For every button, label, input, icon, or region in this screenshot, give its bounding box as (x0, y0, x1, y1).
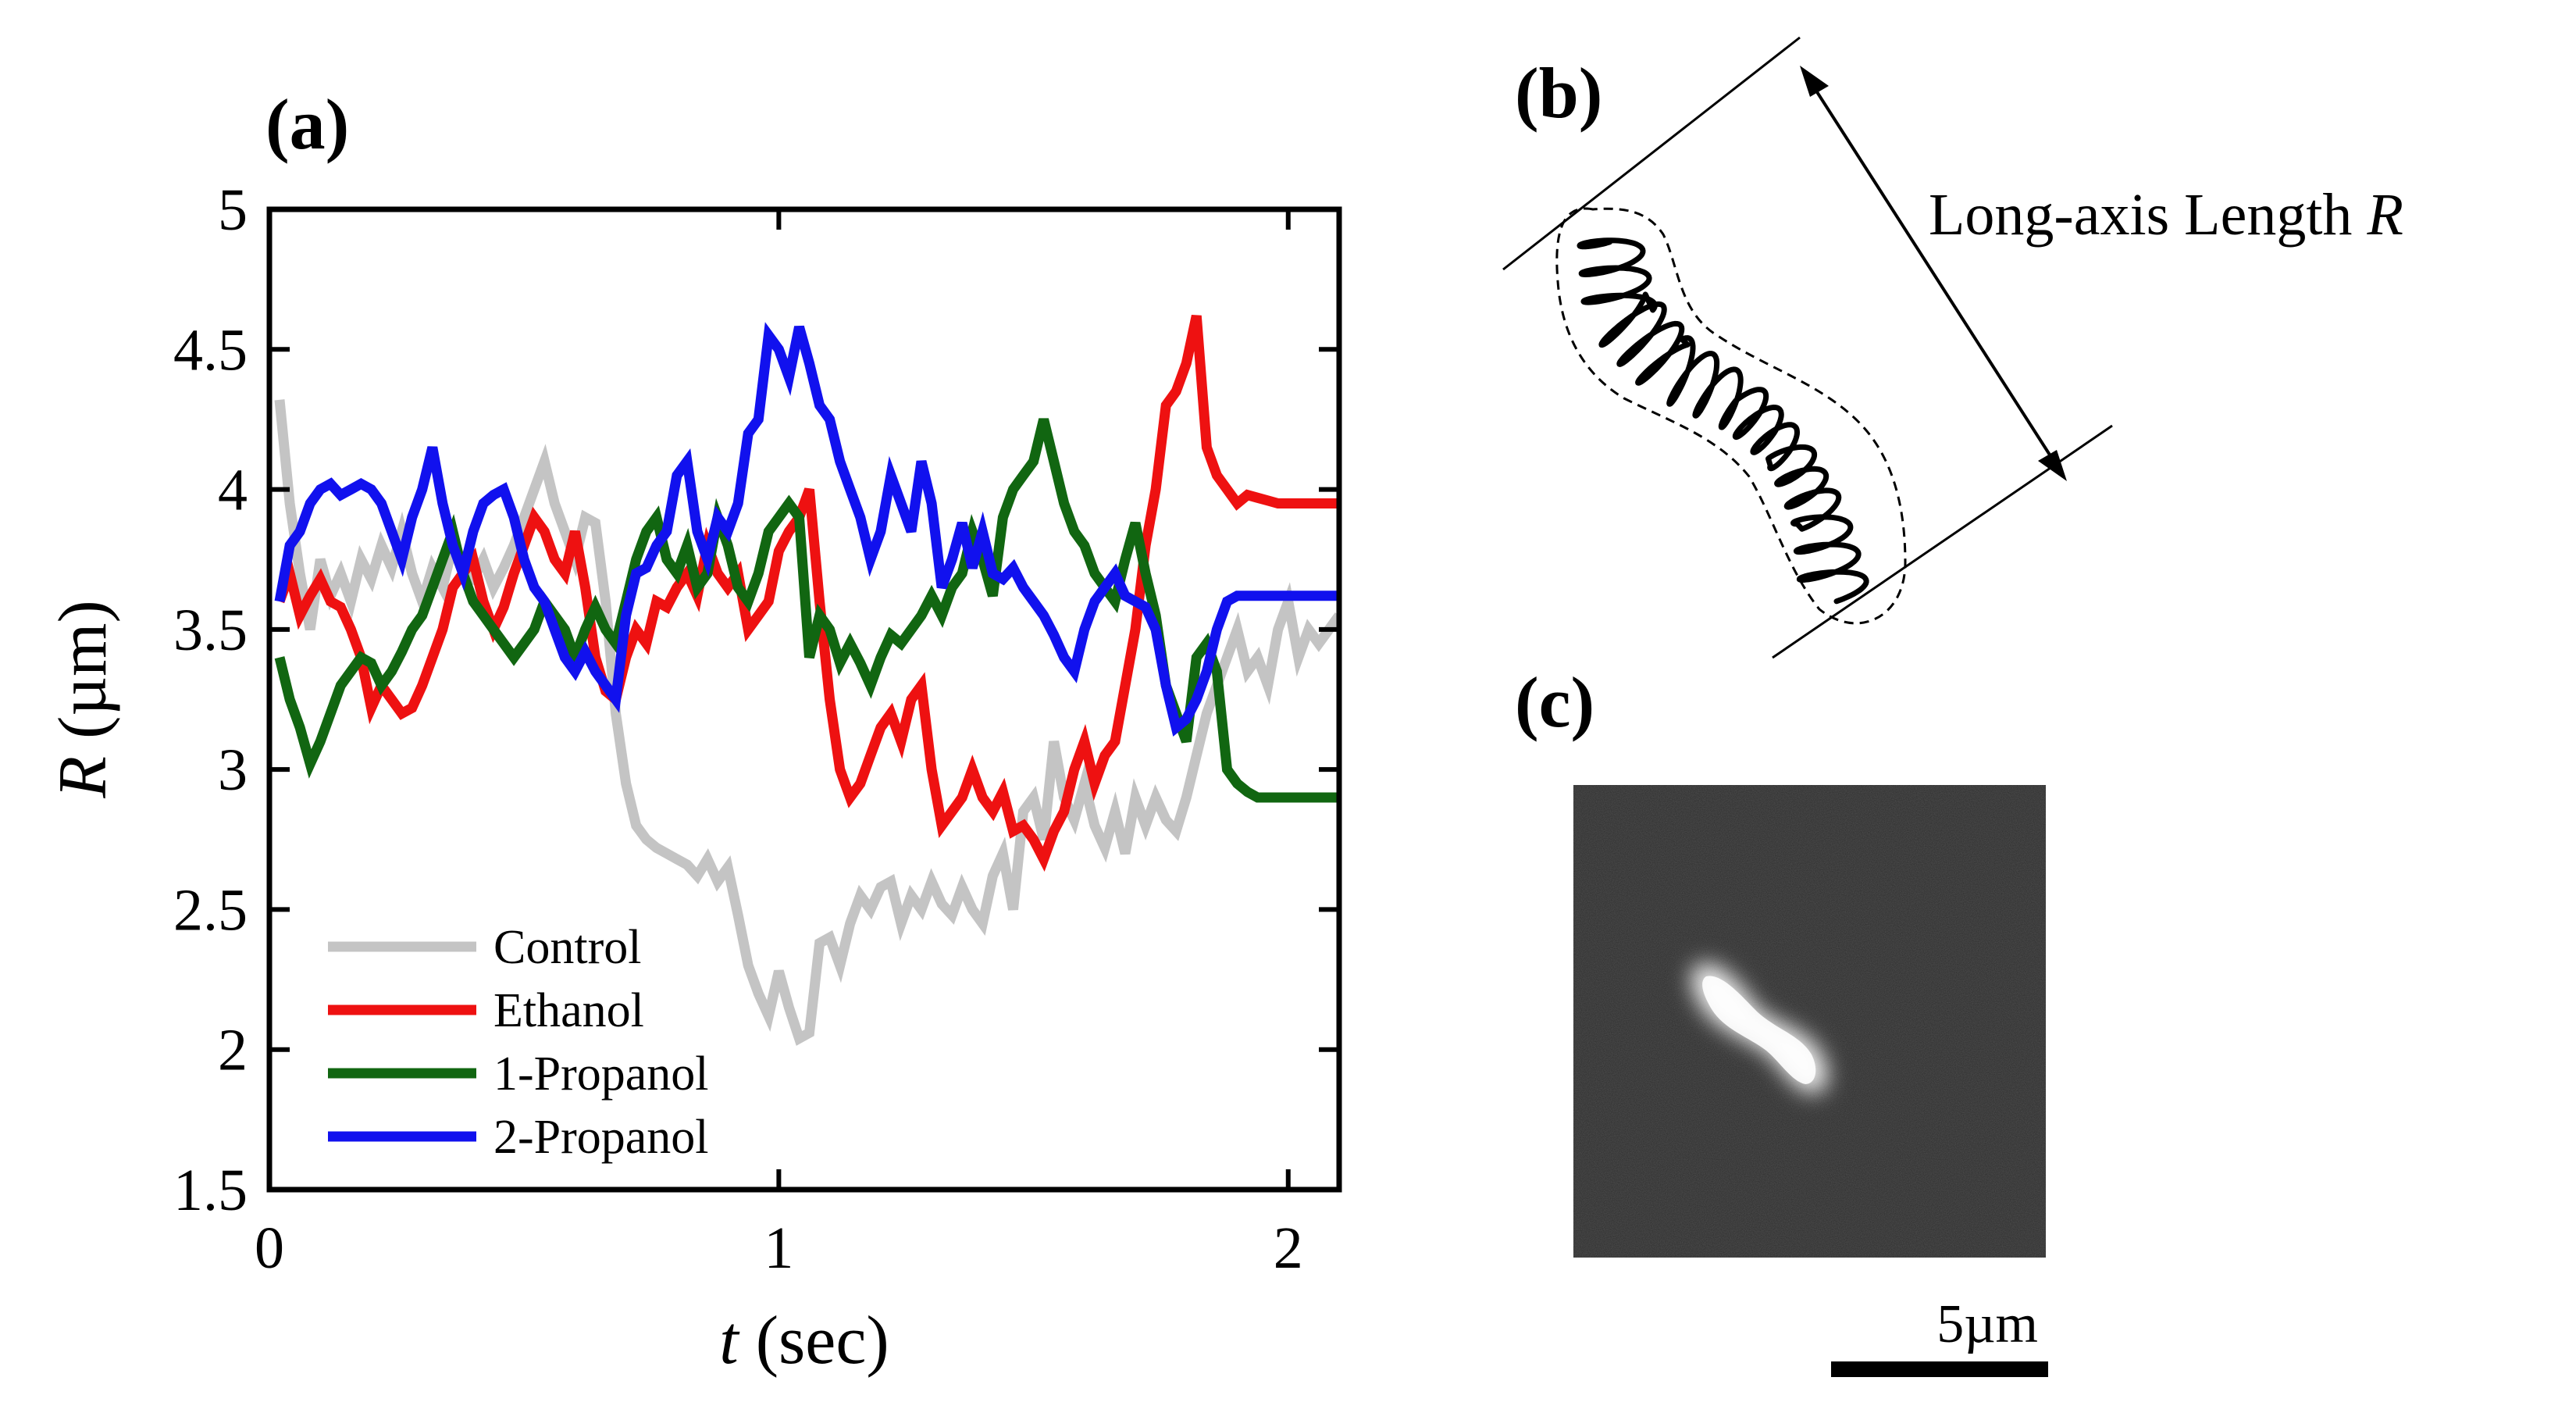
tangent-line-top (1502, 36, 1801, 271)
long-axis-label-var: R (2366, 182, 2403, 248)
long-axis-label-text: Long-axis Length (1929, 182, 2367, 248)
ticks-layer (267, 207, 1339, 1192)
long-axis-label: Long-axis Length R (1929, 182, 2403, 248)
y-tick-label-3: 3 (218, 737, 248, 803)
scale-bar (1831, 1361, 2048, 1377)
y-tick-label-4: 3.5 (173, 598, 248, 663)
chart-panel-a: 1.5 2 2.5 3 3.5 4 4.5 5 0 1 2 t (sec) R (µm) Contr… (45, 177, 1342, 1379)
plot-frame (266, 206, 1342, 1193)
y-tick-label-1: 2 (218, 1018, 248, 1083)
x-axis-title-var: t (719, 1303, 740, 1379)
y-axis-title-var: R (45, 756, 121, 799)
fluorescent-molecule-core (1702, 976, 1816, 1084)
x-tick-label-0: 0 (255, 1215, 284, 1281)
panel-label-c: (c) (1515, 662, 1594, 742)
legend-label-1-propanol: 1-Propanol (493, 1047, 709, 1101)
x-tick-label-1: 1 (764, 1215, 793, 1281)
y-tick-label-7: 5 (218, 177, 248, 243)
panel-c-micrograph: 5µm (1573, 785, 2048, 1377)
length-arrow-head-top (1800, 66, 1829, 97)
tangent-line-bottom (1772, 424, 2113, 659)
length-arrow-head-bottom (2038, 450, 2067, 481)
legend-label-2-propanol: 2-Propanol (493, 1111, 709, 1164)
series-layer (274, 314, 1339, 1046)
y-axis-title: R (µm) (45, 600, 121, 799)
x-axis-title-unit: (sec) (739, 1303, 889, 1379)
scale-bar-label: 5µm (1936, 1294, 2038, 1354)
legend-label-ethanol: Ethanol (493, 984, 644, 1037)
series-line-ethanol (274, 314, 1339, 872)
panel-label-b: (b) (1515, 53, 1602, 133)
y-tick-label-6: 4.5 (173, 317, 248, 383)
x-tick-label-2: 2 (1274, 1215, 1303, 1281)
series-line-2-propanol (274, 322, 1339, 737)
legend-label-control: Control (493, 921, 641, 974)
length-arrow (1812, 84, 2055, 462)
micrograph-noise (1573, 785, 2046, 1258)
panel-label-a: (a) (265, 84, 349, 164)
panel-b-schematic: Long-axis Length R (1502, 36, 2403, 659)
x-axis-title: t (sec) (719, 1303, 889, 1379)
y-tick-label-0: 1.5 (173, 1158, 248, 1223)
molecule-outline (1555, 207, 1907, 625)
y-tick-label-5: 4 (218, 458, 248, 523)
y-axis-title-unit: (µm) (45, 600, 121, 756)
legend: Control Ethanol 1-Propanol 2-Propanol (328, 921, 709, 1164)
y-tick-label-2: 2.5 (173, 877, 248, 943)
dna-chain-squiggle (1577, 237, 1869, 605)
tick-labels-layer: 1.5 2 2.5 3 3.5 4 4.5 5 0 1 2 (173, 177, 1303, 1281)
